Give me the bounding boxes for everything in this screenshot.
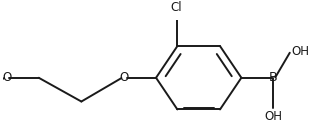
Text: OH: OH: [264, 110, 282, 123]
Text: O: O: [2, 71, 11, 84]
Text: Cl: Cl: [170, 1, 181, 14]
Text: OH: OH: [291, 45, 309, 58]
Text: O: O: [120, 71, 129, 84]
Text: B: B: [269, 71, 278, 84]
